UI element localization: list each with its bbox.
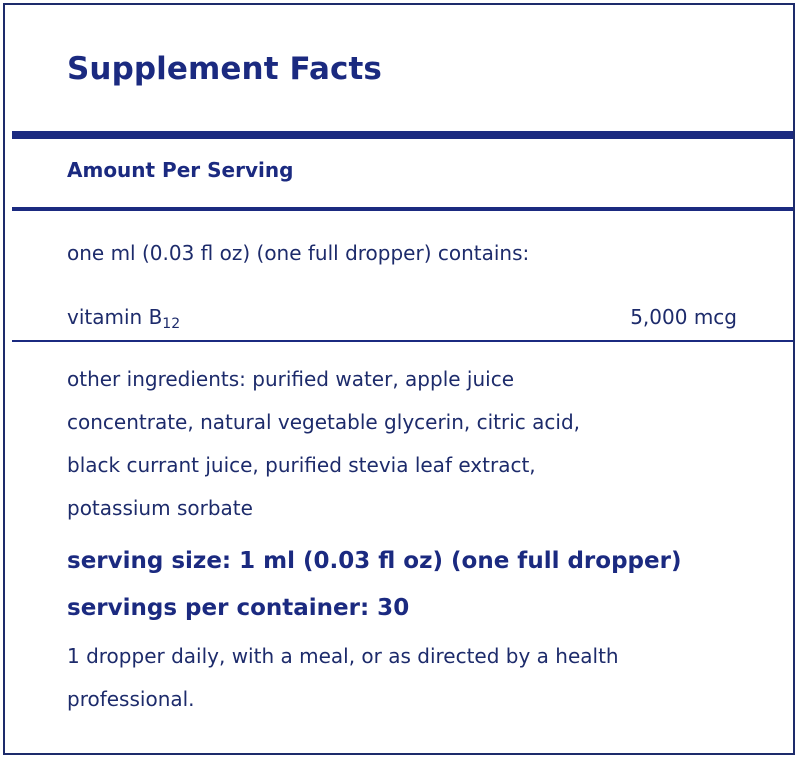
- other-ingredients-line: black currant juice, purified stevia lea…: [67, 453, 536, 477]
- thick-divider: [12, 131, 793, 139]
- medium-divider: [12, 207, 793, 211]
- thin-divider: [12, 340, 793, 342]
- nutrient-subscript: 12: [162, 316, 181, 332]
- nutrient-name-text: vitamin B: [67, 305, 163, 329]
- other-ingredients-line: concentrate, natural vegetable glycerin,…: [67, 410, 581, 434]
- servings-per-container: servings per container: 30: [67, 595, 410, 621]
- directions-line: 1 dropper daily, with a meal, or as dire…: [67, 644, 619, 668]
- serving-description: one ml (0.03 fl oz) (one full dropper) c…: [67, 241, 530, 265]
- directions: 1 dropper daily, with a meal, or as dire…: [67, 635, 767, 721]
- nutrient-amount: 5,000 mcg: [630, 305, 737, 329]
- supplement-facts-title: Supplement Facts: [67, 51, 382, 87]
- other-ingredients-line: potassium sorbate: [67, 496, 253, 520]
- supplement-facts-panel: Supplement Facts Amount Per Serving one …: [3, 3, 795, 755]
- other-ingredients: other ingredients: purified water, apple…: [67, 358, 707, 530]
- other-ingredients-line: other ingredients: purified water, apple…: [67, 367, 515, 391]
- directions-line: professional.: [67, 687, 195, 711]
- nutrient-name: vitamin B12: [67, 305, 180, 332]
- amount-per-serving-heading: Amount Per Serving: [67, 158, 294, 182]
- serving-size: serving size: 1 ml (0.03 fl oz) (one ful…: [67, 548, 682, 574]
